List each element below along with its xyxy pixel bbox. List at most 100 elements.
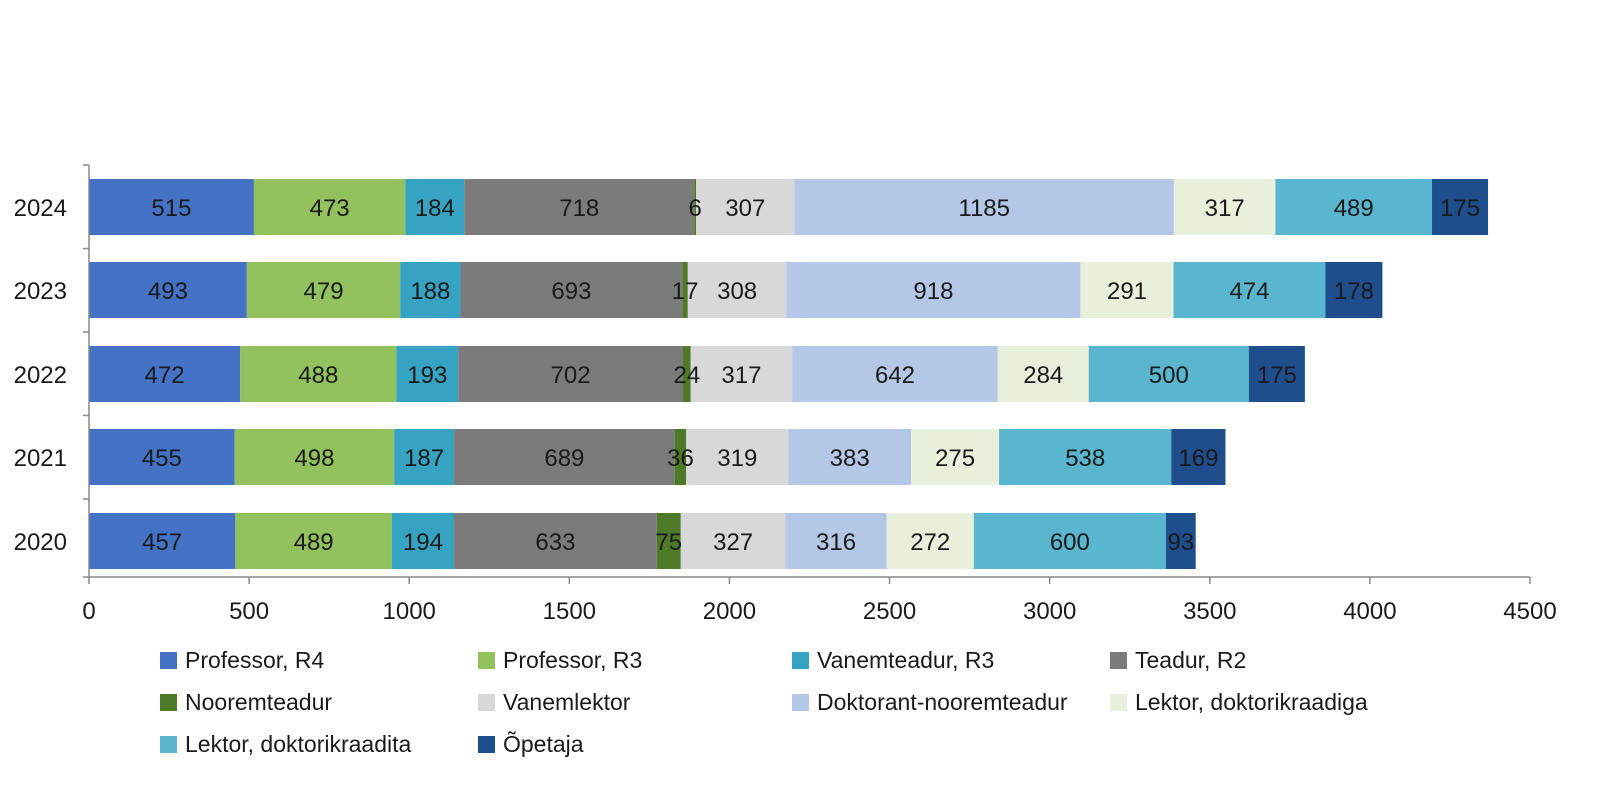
x-tick-label: 3000 [1023,598,1076,625]
bar-2023-5 [682,262,688,318]
data-label: 178 [1334,278,1374,305]
bar-2021-5 [674,429,687,485]
x-tick-label: 500 [229,598,269,625]
bar-2022-6 [690,346,793,402]
legend-swatch [478,735,495,753]
x-tick-label: 2000 [703,598,756,625]
legend-label: Nooremteadur [185,688,333,715]
bar-2021-3 [394,429,455,485]
data-label: 918 [913,278,953,305]
data-label: 187 [404,445,444,472]
y-tick-label: 2021 [14,445,67,472]
y-tick-label: 2024 [14,195,67,222]
data-label: 1185 [958,195,1010,222]
x-tick-label: 1500 [543,598,596,625]
data-label: 193 [407,362,447,389]
bar-2023-8 [1080,262,1174,318]
legend-label: Professor, R4 [185,646,325,673]
legend-item: Teadur, R2 [1110,645,1246,675]
data-label: 308 [717,278,757,305]
legend-label: Vanemteadur, R3 [817,646,995,673]
bar-2024-10 [1432,179,1489,235]
y-tick-label: 2022 [14,362,67,389]
data-label: 169 [1178,445,1218,472]
legend-swatch [160,651,177,669]
data-label: 383 [830,445,870,472]
data-label: 175 [1440,195,1480,222]
bar-2023-10 [1325,262,1383,318]
bar-2020-9 [973,513,1166,569]
bar-2022-9 [1088,346,1249,402]
legend-swatch [1110,693,1127,711]
bar-2020-4 [454,513,657,569]
bar-2024-7 [794,179,1174,235]
bar-2023-2 [246,262,401,318]
data-label: 175 [1257,362,1297,389]
legend-swatch [478,693,495,711]
bar-2024-2 [253,179,406,235]
legend-swatch [160,693,177,711]
data-label: 275 [935,445,975,472]
data-label: 642 [875,362,915,389]
data-label: 327 [713,529,753,556]
bar-2024-6 [696,179,795,235]
legend-item: Vanemteadur, R3 [792,645,994,675]
data-label: 702 [551,362,591,389]
legend-item: Õpetaja [478,729,584,759]
legend-label: Lektor, doktorikraadita [185,730,412,757]
bar-2021-4 [454,429,675,485]
data-label: 633 [535,529,575,556]
data-label: 473 [310,195,350,222]
x-tick-label: 1000 [383,598,436,625]
data-label: 489 [1334,195,1374,222]
bar-2021-1 [89,429,235,485]
legend-swatch [1110,651,1127,669]
bar-2020-6 [680,513,786,569]
legend-item: Lektor, doktorikraadita [160,729,411,759]
data-label: 184 [415,195,455,222]
bar-2020-10 [1165,513,1196,569]
bar-2021-7 [788,429,912,485]
bar-2020-8 [886,513,974,569]
data-label: 319 [717,445,757,472]
legend-swatch [160,735,177,753]
y-tick-label: 2020 [14,529,67,556]
data-label: 493 [148,278,188,305]
x-tick-label: 3500 [1183,598,1236,625]
legend-swatch [792,693,809,711]
bar-2020-3 [391,513,455,569]
data-label: 24 [674,362,701,389]
data-label: 472 [145,362,185,389]
legend-item: Doktorant-nooremteadur [792,687,1068,717]
bar-2024-4 [464,179,695,235]
legend-label: Teadur, R2 [1135,646,1247,673]
bar-2022-10 [1248,346,1305,402]
data-label: 93 [1167,529,1194,556]
bar-2024-1 [89,179,254,235]
bar-2022-3 [396,346,459,402]
bar-2023-4 [460,262,683,318]
legend-item: Vanemlektor [478,687,630,717]
legend-item: Professor, R3 [478,645,642,675]
bar-2021-8 [911,429,1000,485]
bar-2023-9 [1173,262,1326,318]
bar-2022-8 [997,346,1089,402]
data-label: 316 [816,529,856,556]
data-label: 689 [544,445,584,472]
bar-2023-3 [400,262,461,318]
bar-2021-10 [1171,429,1226,485]
bar-2022-5 [683,346,691,402]
data-label: 489 [294,529,334,556]
data-label: 693 [551,278,591,305]
bar-2022-7 [792,346,998,402]
bar-2021-6 [686,429,789,485]
bar-2023-6 [687,262,787,318]
legend-label: Doktorant-nooremteadur [817,688,1068,715]
data-label: 515 [151,195,191,222]
x-tick-label: 4000 [1343,598,1396,625]
data-label: 17 [672,278,699,305]
data-label: 194 [403,529,443,556]
bar-2024-8 [1173,179,1276,235]
y-tick-label: 2023 [14,278,67,305]
